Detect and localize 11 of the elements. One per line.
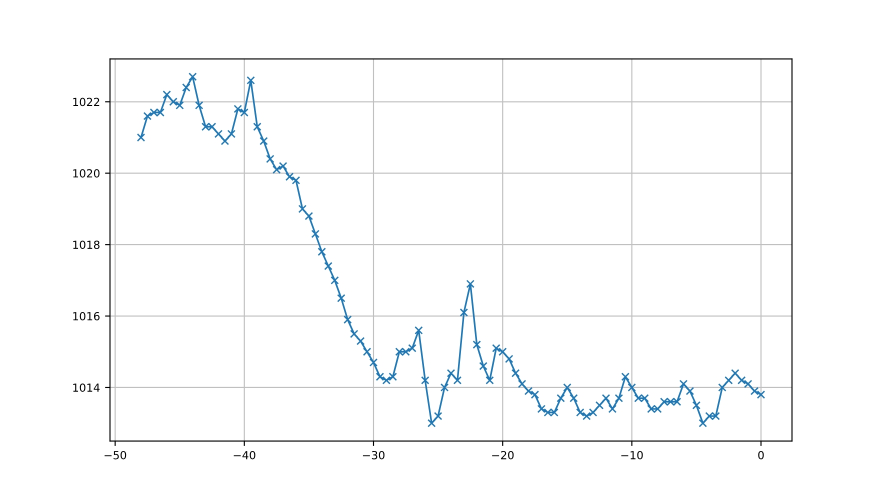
y-tick-label: 1018: [73, 240, 100, 249]
y-tick-label: 1016: [73, 312, 100, 320]
x-tick-label: −10: [621, 450, 643, 460]
x-tick-label: −50: [104, 450, 126, 460]
y-tick-label: 1020: [73, 169, 100, 178]
x-tick-label: 0: [758, 450, 764, 460]
y-tick-label: 1014: [73, 383, 100, 392]
y-tick-label: 1022: [73, 98, 100, 106]
x-tick-label: −20: [492, 450, 514, 460]
x-tick-label: −30: [362, 450, 384, 460]
x-tick-label: −40: [234, 450, 256, 460]
